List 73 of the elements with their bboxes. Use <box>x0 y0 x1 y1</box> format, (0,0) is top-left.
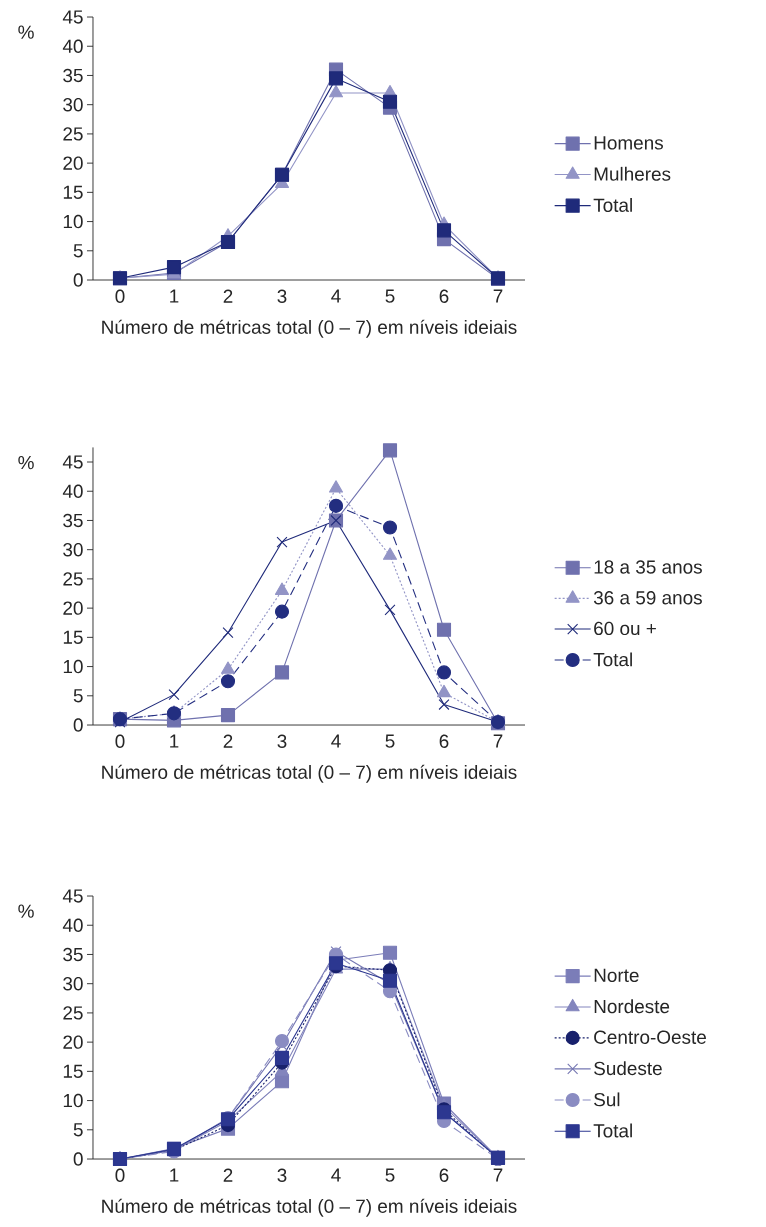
y-tick-label: 15 <box>63 185 83 199</box>
y-tick-label: 0 <box>73 718 83 732</box>
y-tick-label: 0 <box>73 273 83 287</box>
x-tick-label: 7 <box>493 289 503 303</box>
x-tick-label: 1 <box>170 734 179 748</box>
x-tick-label: 6 <box>439 734 449 748</box>
y-tick-label: 30 <box>63 97 83 112</box>
y-tick-label: 35 <box>63 947 83 962</box>
legend-label: 36 a 59 anos <box>593 591 702 605</box>
y-tick-label: 5 <box>73 244 83 258</box>
x-tick-label: 6 <box>439 1168 449 1182</box>
x-tick-label: 3 <box>277 289 287 303</box>
legend-label: Nordeste <box>594 999 670 1014</box>
x-tick-label: 3 <box>277 734 287 748</box>
x-tick-label: 0 <box>115 734 125 748</box>
y-tick-label: 25 <box>63 1006 83 1020</box>
x-tick-label: 2 <box>223 1168 233 1182</box>
y-tick-label: 40 <box>62 918 83 932</box>
x-tick-label: 7 <box>493 734 503 748</box>
y-axis-title: % <box>18 904 34 918</box>
legend-label: Sudeste <box>594 1061 662 1076</box>
x-tick-label: 4 <box>331 289 341 303</box>
y-tick-label: 15 <box>63 630 83 644</box>
y-axis-title: % <box>18 455 34 470</box>
legend-label: 60 ou + <box>594 621 656 636</box>
legend-label: Sul <box>594 1092 620 1107</box>
y-tick-label: 35 <box>63 513 83 528</box>
x-tick-label: 7 <box>493 1168 503 1182</box>
x-axis-title: Número de métricas total (0 – 7) em níveis ideiais <box>102 764 517 783</box>
x-tick-label: 2 <box>223 289 233 303</box>
y-tick-label: 30 <box>63 542 83 557</box>
x-tick-label: 2 <box>223 734 233 748</box>
x-tick-label: 3 <box>277 1168 287 1182</box>
y-tick-label: 20 <box>63 1035 83 1049</box>
legend-label: Total <box>593 198 632 212</box>
x-tick-label: 5 <box>385 734 395 748</box>
y-tick-label: 30 <box>63 976 83 991</box>
legend-label: Homens <box>594 136 663 150</box>
y-tick-label: 5 <box>73 689 83 703</box>
legend-label: Norte <box>594 968 639 983</box>
legend-label: Total <box>593 1123 632 1138</box>
legend-label: 18 a 35 anos <box>594 560 702 574</box>
y-tick-label: 40 <box>62 484 83 498</box>
y-tick-label: 15 <box>63 1064 83 1078</box>
x-tick-label: 6 <box>439 289 449 303</box>
y-tick-label: 20 <box>63 601 83 615</box>
legend-label: Mulheres <box>594 166 671 181</box>
x-tick-label: 5 <box>385 1168 395 1182</box>
y-tick-label: 35 <box>63 68 83 83</box>
y-tick-label: 25 <box>63 127 83 141</box>
y-axis-title: % <box>18 25 34 39</box>
y-tick-label: 45 <box>62 455 83 469</box>
y-tick-label: 40 <box>62 39 83 53</box>
x-tick-label: 5 <box>385 289 395 303</box>
x-tick-label: 0 <box>115 289 125 303</box>
y-tick-label: 45 <box>62 889 83 903</box>
y-tick-label: 20 <box>63 156 83 170</box>
x-tick-label: 4 <box>331 1168 341 1182</box>
legend-label: Total <box>593 652 632 667</box>
y-tick-label: 45 <box>62 10 83 24</box>
x-tick-label: 1 <box>170 289 179 303</box>
y-tick-label: 0 <box>73 1152 83 1166</box>
y-tick-label: 25 <box>63 572 83 586</box>
x-tick-label: 1 <box>170 1168 179 1182</box>
x-axis-title: Número de métricas total (0 – 7) em níveis ideiais <box>102 1198 517 1217</box>
x-tick-label: 4 <box>331 734 341 748</box>
y-tick-label: 5 <box>73 1123 83 1137</box>
y-tick-label: 10 <box>63 659 83 674</box>
legend-label: Centro-Oeste <box>594 1030 706 1044</box>
x-tick-label: 0 <box>115 1168 125 1182</box>
y-tick-label: 10 <box>63 214 83 229</box>
y-tick-label: 10 <box>63 1093 83 1108</box>
x-axis-title: Número de métricas total (0 – 7) em níveis ideiais <box>102 319 517 338</box>
